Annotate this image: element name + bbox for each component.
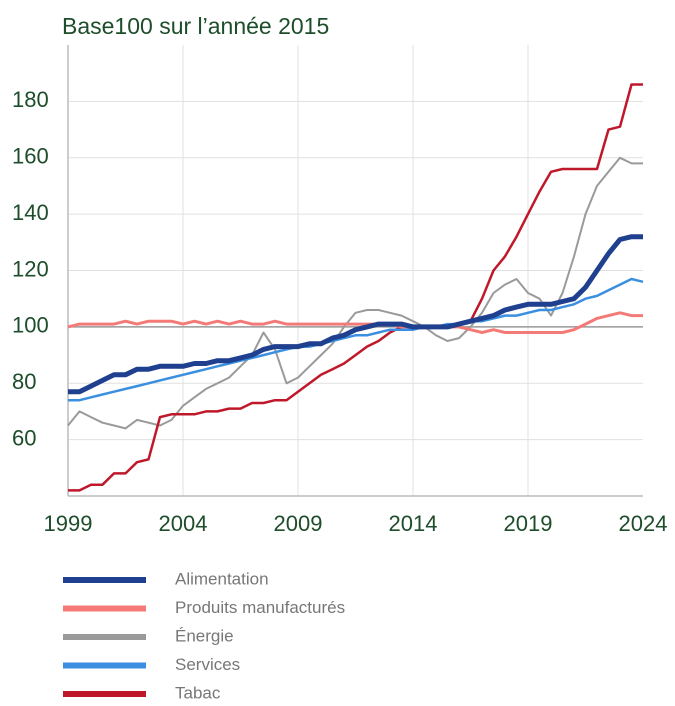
legend-label: Services bbox=[175, 655, 240, 674]
series-line bbox=[68, 277, 644, 402]
x-tick-label: 2019 bbox=[504, 511, 553, 536]
x-tick-label: 2009 bbox=[274, 511, 323, 536]
series-line bbox=[67, 156, 643, 430]
series-line bbox=[68, 83, 643, 492]
x-tick-label: 2014 bbox=[389, 511, 438, 536]
y-tick-label: 160 bbox=[12, 144, 49, 169]
series-line bbox=[68, 234, 643, 395]
series-line bbox=[67, 311, 643, 334]
legend-label: Alimentation bbox=[175, 569, 269, 588]
y-tick-label: 180 bbox=[12, 87, 49, 112]
legend-label: Produits manufacturés bbox=[175, 598, 345, 617]
legend-label: Tabac bbox=[175, 683, 221, 701]
y-tick-label: 100 bbox=[12, 313, 49, 338]
chart-title: Base100 sur l’année 2015 bbox=[62, 13, 329, 39]
x-tick-label: 2024 bbox=[619, 511, 668, 536]
x-tick-label: 1999 bbox=[44, 511, 93, 536]
y-tick-label: 60 bbox=[12, 425, 36, 450]
y-tick-label: 140 bbox=[12, 200, 49, 225]
y-tick-label: 120 bbox=[12, 256, 49, 281]
y-tick-label: 80 bbox=[12, 369, 36, 394]
legend-label: Énergie bbox=[175, 626, 234, 645]
x-tick-label: 2004 bbox=[159, 511, 208, 536]
